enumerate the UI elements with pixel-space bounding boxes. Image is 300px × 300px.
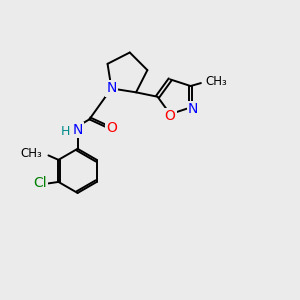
- Text: O: O: [165, 110, 176, 124]
- Text: N: N: [72, 123, 83, 137]
- Text: CH₃: CH₃: [20, 147, 42, 161]
- Text: CH₃: CH₃: [205, 75, 227, 88]
- Text: N: N: [188, 102, 198, 116]
- Text: H: H: [61, 124, 70, 138]
- Text: O: O: [106, 121, 118, 135]
- Text: Cl: Cl: [33, 176, 46, 190]
- Text: N: N: [106, 81, 117, 95]
